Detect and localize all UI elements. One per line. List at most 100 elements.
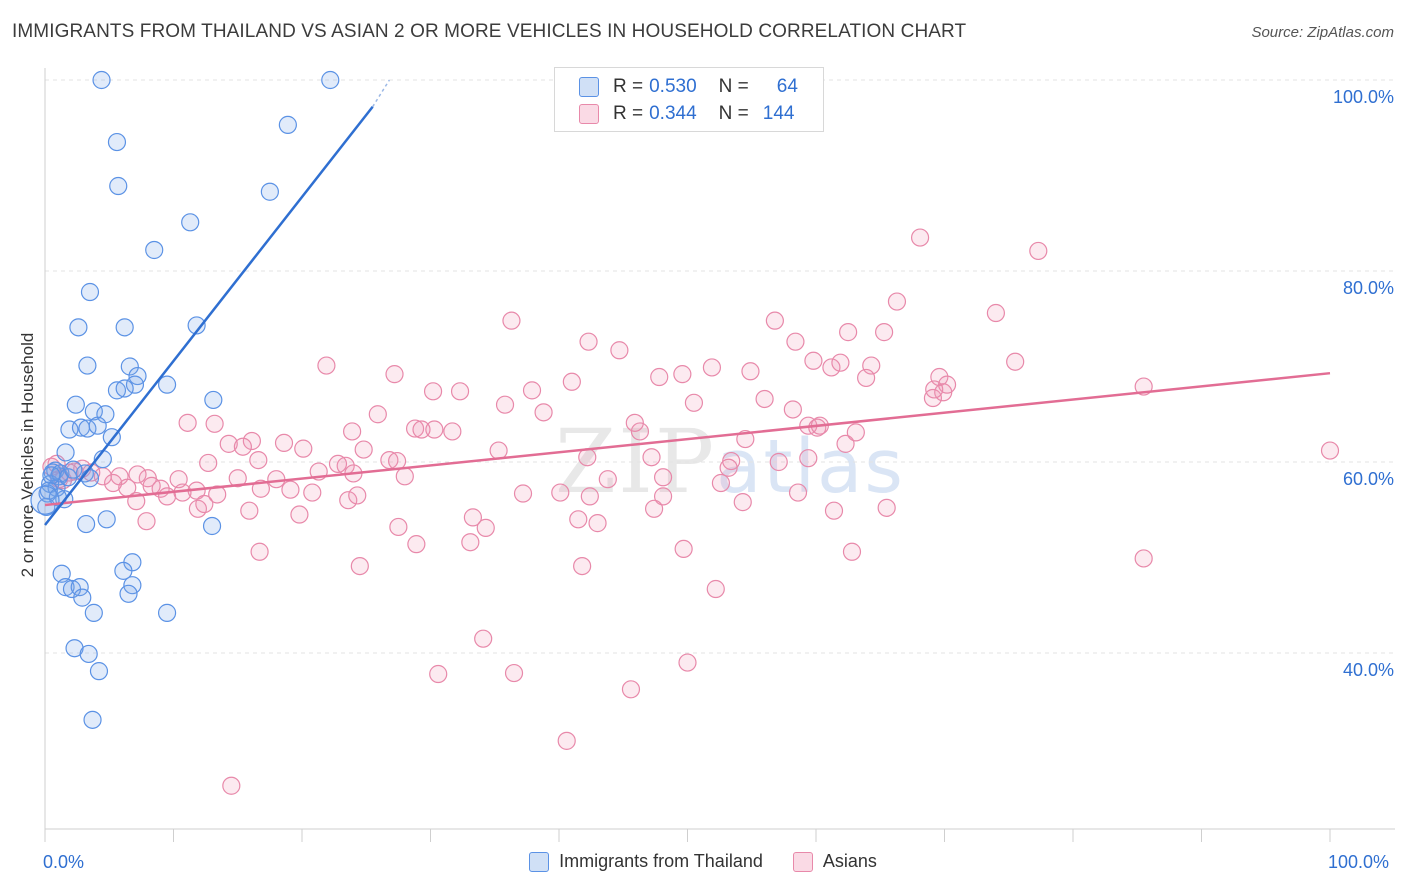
data-point-asians (339, 491, 358, 510)
data-point-asians (502, 311, 521, 330)
data-point-asians (836, 434, 855, 453)
data-point-asians (804, 351, 823, 370)
data-point-asians (569, 510, 588, 529)
data-point-asians (137, 512, 156, 531)
data-point-asians (350, 556, 369, 576)
data-point-asians (407, 535, 426, 554)
data-point-thailand (115, 379, 134, 398)
y-tick-60: 60.0% (1342, 469, 1394, 489)
data-point-asians (621, 680, 641, 699)
data-point-asians (242, 431, 261, 451)
data-point-asians (290, 505, 309, 524)
data-point-asians (986, 303, 1006, 323)
data-point-asians (610, 341, 629, 360)
data-point-asians (831, 353, 850, 372)
data-point-thailand (84, 402, 103, 421)
data-point-thailand (78, 419, 97, 438)
data-point-asians (887, 292, 907, 311)
data-point-asians (387, 451, 407, 471)
data-point-asians (317, 356, 336, 375)
data-point-thailand (89, 662, 109, 681)
data-point-thailand (83, 710, 102, 729)
data-point-asians (822, 358, 841, 377)
data-point-thailand (80, 469, 100, 488)
data-point-thailand (64, 460, 83, 479)
data-point-asians (423, 382, 443, 401)
data-point-asians (412, 420, 431, 439)
data-point-asians (839, 323, 858, 342)
data-point-asians (1006, 352, 1025, 371)
data-point-asians (343, 422, 362, 441)
n-label: N = (718, 103, 749, 124)
r-value-thailand: 0.530 (649, 76, 697, 97)
data-point-asians (650, 367, 669, 387)
data-point-asians (573, 556, 592, 576)
data-point-thailand (70, 578, 89, 597)
data-point-thailand (52, 564, 71, 583)
n-label: N = (718, 76, 749, 97)
legend-swatch-pink (579, 104, 599, 124)
data-point-asians (1320, 441, 1340, 460)
x-tick-max: 100.0% (1328, 852, 1390, 872)
data-point-asians (104, 473, 123, 493)
data-point-asians (783, 400, 802, 419)
data-point-asians (250, 542, 269, 561)
n-value-asians: 144 (762, 103, 795, 124)
data-point-thailand (107, 132, 127, 152)
y-tick-80: 80.0% (1342, 278, 1394, 298)
data-point-thailand (120, 357, 139, 376)
data-point-asians (765, 311, 784, 330)
data-point-asians (733, 493, 752, 512)
data-point-thailand (79, 644, 98, 664)
data-point-asians (450, 382, 470, 401)
data-point-asians (222, 776, 241, 795)
data-point-thailand (202, 516, 222, 536)
data-point-asians (303, 483, 322, 502)
data-point-asians (578, 448, 597, 467)
data-point-asians (653, 487, 673, 506)
legend-item-asians[interactable]: Asians (792, 851, 877, 872)
data-point-asians (425, 420, 444, 439)
data-point-thailand (145, 240, 164, 260)
y-tick-100: 100.0% (1332, 87, 1394, 107)
data-point-asians (249, 450, 268, 470)
data-point-asians (702, 358, 722, 377)
data-point-asians (348, 486, 367, 505)
data-point-asians (674, 539, 693, 559)
data-point-thailand (88, 416, 107, 435)
data-point-asians (504, 663, 524, 683)
data-point-asians (267, 470, 286, 489)
data-point-asians (925, 380, 944, 399)
data-point-asians (1134, 549, 1153, 568)
data-point-asians (755, 389, 774, 409)
n-value-thailand: 64 (776, 76, 798, 97)
data-point-asians (157, 487, 177, 506)
data-point-asians (219, 434, 238, 453)
data-point-thailand (187, 316, 206, 335)
legend-row-asians: R = 0.344 N = 144 (579, 102, 794, 126)
data-point-asians (443, 422, 462, 441)
data-point-thailand (77, 514, 96, 534)
trendline-thailand-extension (372, 79, 391, 108)
legend-row-thailand: R = 0.530 N = 64 (579, 75, 798, 99)
data-point-asians (875, 323, 894, 342)
data-point-asians (228, 469, 247, 488)
data-point-asians (328, 454, 348, 474)
data-point-asians (910, 228, 930, 247)
data-point-asians (562, 372, 581, 391)
data-point-thailand (109, 176, 128, 196)
data-point-asians (741, 362, 760, 381)
data-point-asians (128, 465, 147, 484)
data-point-thailand (125, 375, 145, 394)
data-point-asians (142, 476, 161, 495)
data-point-asians (474, 629, 493, 648)
legend-item-thailand[interactable]: Immigrants from Thailand (529, 851, 763, 872)
data-point-asians (630, 422, 650, 441)
data-point-asians (857, 368, 876, 388)
data-point-asians (557, 731, 576, 750)
data-point-asians (429, 664, 448, 684)
data-point-asians (673, 365, 692, 384)
data-point-thailand (97, 510, 116, 529)
trendline-thailand (44, 105, 374, 526)
data-point-thailand (42, 466, 61, 485)
